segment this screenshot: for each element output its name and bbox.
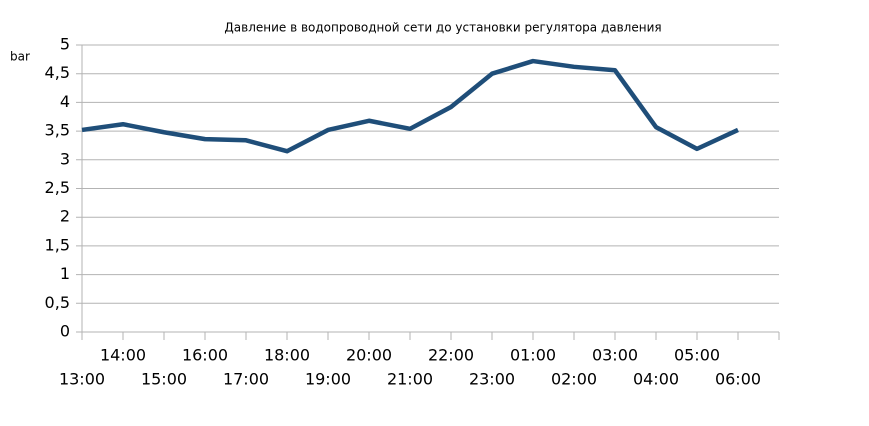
- x-tick-label: 13:00: [59, 370, 105, 389]
- x-tick-label: 19:00: [305, 370, 351, 389]
- x-tick-label: 16:00: [182, 346, 228, 365]
- x-tick-label: 01:00: [510, 346, 556, 365]
- x-tick-label: 22:00: [428, 346, 474, 365]
- x-tick-label: 23:00: [469, 370, 515, 389]
- x-tick-label: 06:00: [715, 370, 761, 389]
- x-tick-label: 20:00: [346, 346, 392, 365]
- x-tick-label: 03:00: [592, 346, 638, 365]
- x-tick-label: 04:00: [633, 370, 679, 389]
- y-tick-label: 5: [60, 35, 70, 54]
- y-tick-label: 4,5: [45, 63, 70, 82]
- x-tick-label: 14:00: [100, 346, 146, 365]
- y-tick-label: 0,5: [45, 293, 70, 312]
- y-tick-label: 2,5: [45, 178, 70, 197]
- y-tick-label: 4: [60, 92, 70, 111]
- x-tick-label: 18:00: [264, 346, 310, 365]
- y-tick-label: 3: [60, 149, 70, 168]
- y-tick-label: 2: [60, 207, 70, 226]
- x-tick-label: 21:00: [387, 370, 433, 389]
- x-tick-label: 05:00: [674, 346, 720, 365]
- y-tick-label: 3,5: [45, 121, 70, 140]
- y-tick-label: 1: [60, 264, 70, 283]
- x-tick-label: 02:00: [551, 370, 597, 389]
- y-tick-label: 0: [60, 322, 70, 341]
- y-axis-label: bar: [10, 50, 30, 64]
- data-line: [81, 58, 739, 154]
- x-tick-label: 15:00: [141, 370, 187, 389]
- chart-title: Давление в водопроводной сети до установ…: [224, 21, 661, 35]
- x-tick-label: 17:00: [223, 370, 269, 389]
- y-tick-label: 1,5: [45, 235, 70, 254]
